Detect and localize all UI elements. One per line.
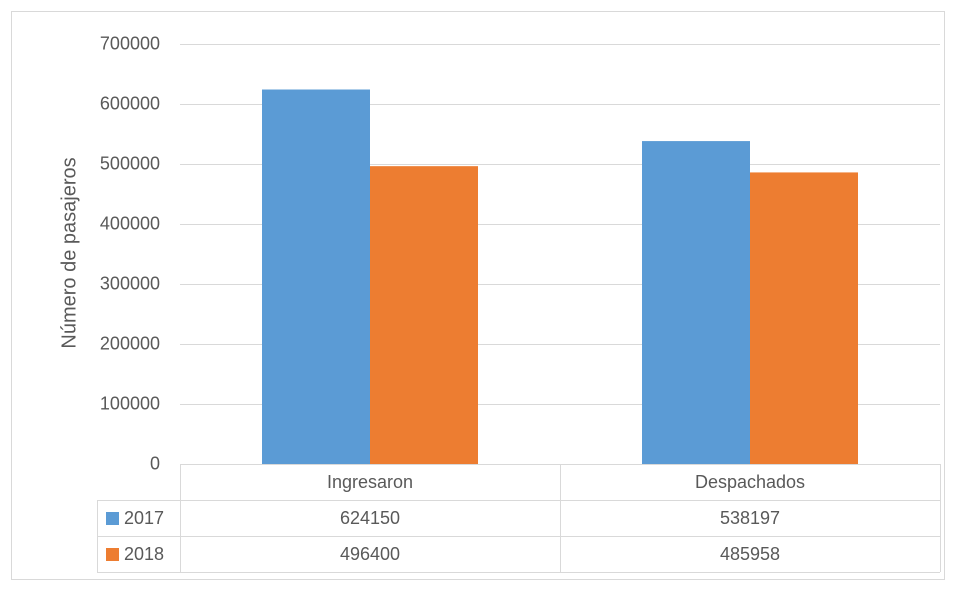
y-tick-label: 0 <box>150 453 160 473</box>
y-axis-ticks: 0 100000 200000 300000 400000 500000 600000 700… <box>100 33 160 473</box>
legend-key-2018 <box>106 548 119 561</box>
y-axis-title: Número de pasajeros <box>58 157 80 348</box>
y-tick-label: 400000 <box>100 213 160 233</box>
bars <box>262 89 858 465</box>
y-tick-label: 100000 <box>100 393 160 413</box>
table-value: 496400 <box>340 544 400 564</box>
bar-2018-despachados <box>750 172 858 464</box>
legend-key-2017 <box>106 512 119 525</box>
table-value: 624150 <box>340 508 400 528</box>
table-value: 538197 <box>720 508 780 528</box>
y-tick-label: 300000 <box>100 273 160 293</box>
legend-label: 2018 <box>124 544 164 564</box>
y-tick-label: 200000 <box>100 333 160 353</box>
y-tick-label: 500000 <box>100 153 160 173</box>
data-table: Ingresaron Despachados 2017 624150 538197 201… <box>97 464 941 573</box>
y-tick-label: 600000 <box>100 93 160 113</box>
category-label: Ingresaron <box>327 472 413 492</box>
y-tick-label: 700000 <box>100 33 160 53</box>
legend-label: 2017 <box>124 508 164 528</box>
bar-2017-ingresaron <box>262 89 370 464</box>
table-value: 485958 <box>720 544 780 564</box>
bar-2018-ingresaron <box>370 166 478 464</box>
category-label: Despachados <box>695 472 805 492</box>
bar-2017-despachados <box>642 141 750 465</box>
